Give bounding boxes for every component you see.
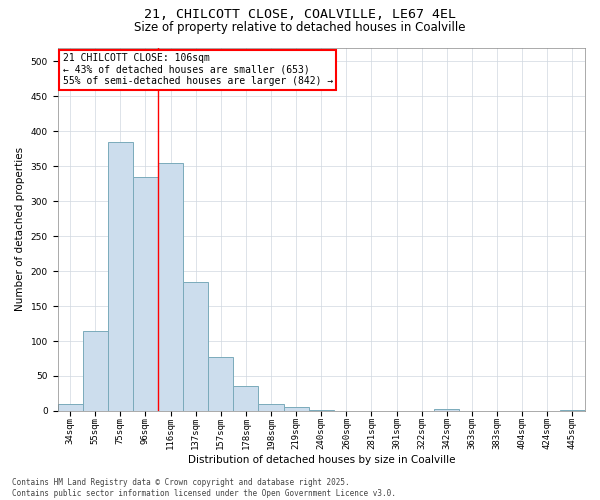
Text: 21 CHILCOTT CLOSE: 106sqm
← 43% of detached houses are smaller (653)
55% of semi: 21 CHILCOTT CLOSE: 106sqm ← 43% of detac…	[63, 53, 333, 86]
Bar	[259, 404, 284, 411]
Bar	[208, 357, 233, 411]
Bar	[434, 409, 460, 411]
Bar	[309, 410, 334, 411]
Bar	[284, 407, 309, 411]
Text: 21, CHILCOTT CLOSE, COALVILLE, LE67 4EL: 21, CHILCOTT CLOSE, COALVILLE, LE67 4EL	[144, 8, 456, 20]
Bar	[233, 386, 259, 411]
Text: Size of property relative to detached houses in Coalville: Size of property relative to detached ho…	[134, 21, 466, 34]
Bar	[560, 410, 585, 411]
Bar	[108, 142, 133, 411]
Text: Contains HM Land Registry data © Crown copyright and database right 2025.
Contai: Contains HM Land Registry data © Crown c…	[12, 478, 396, 498]
Bar	[158, 163, 183, 411]
Bar	[58, 404, 83, 411]
Bar	[183, 282, 208, 411]
Y-axis label: Number of detached properties: Number of detached properties	[15, 147, 25, 312]
Bar	[83, 330, 108, 411]
Bar	[133, 177, 158, 411]
X-axis label: Distribution of detached houses by size in Coalville: Distribution of detached houses by size …	[188, 455, 455, 465]
